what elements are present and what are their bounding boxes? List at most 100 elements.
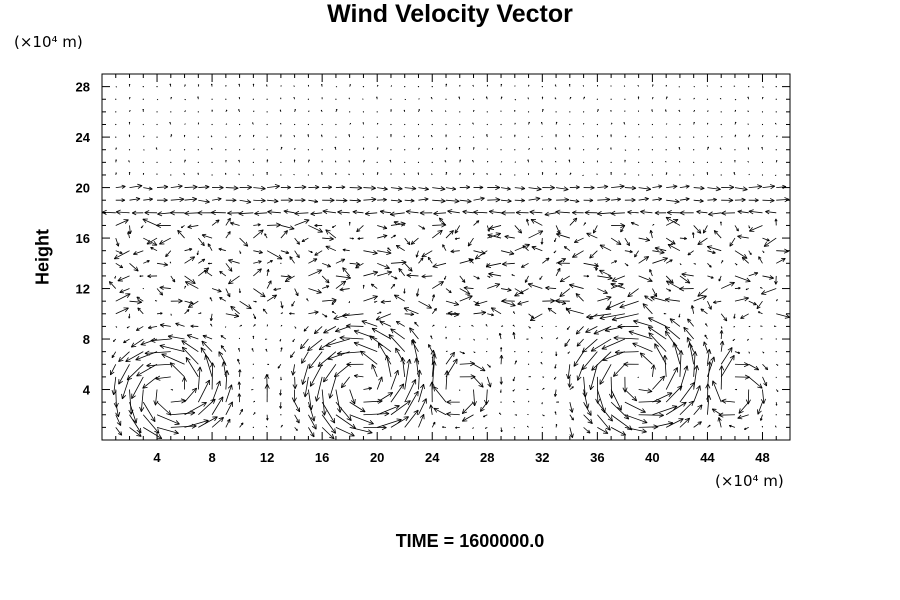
wind-vector	[686, 337, 695, 352]
wind-vector	[403, 288, 406, 294]
wind-vector	[665, 288, 672, 292]
wind-vector	[284, 275, 295, 283]
vector-dot	[239, 149, 241, 151]
vector-dot	[294, 123, 296, 126]
vector-dot	[335, 98, 337, 100]
wind-vector	[572, 250, 584, 258]
wind-vector	[693, 225, 702, 234]
wind-vector	[277, 364, 282, 369]
wind-vector	[415, 250, 419, 258]
wind-vector	[390, 383, 405, 403]
wind-vector	[427, 256, 433, 264]
wind-vector	[170, 313, 172, 316]
wind-vector	[431, 229, 443, 239]
wind-vector	[390, 369, 399, 390]
wind-vector	[747, 110, 750, 113]
wind-vector	[583, 222, 586, 226]
wind-vector	[115, 209, 130, 215]
wind-vector	[472, 159, 474, 163]
wind-vector	[265, 348, 268, 352]
x-tick-label: 40	[645, 450, 659, 465]
wind-vector	[555, 351, 558, 357]
wind-vector	[693, 109, 696, 113]
vector-dot	[431, 123, 433, 126]
vector-dot	[128, 149, 131, 151]
wind-vector	[512, 389, 516, 392]
wind-vector	[239, 300, 252, 310]
wind-vector	[582, 376, 588, 398]
wind-vector	[775, 425, 777, 428]
wind-vector	[115, 307, 129, 315]
wind-vector	[314, 376, 323, 402]
wind-vector	[528, 84, 530, 87]
wind-vector	[225, 123, 228, 125]
wind-vector	[687, 250, 694, 256]
wind-vector	[542, 298, 555, 304]
wind-vector	[734, 225, 739, 232]
wind-vector	[760, 325, 763, 327]
wind-vector	[721, 210, 735, 216]
wind-vector	[638, 275, 653, 283]
wind-vector	[348, 221, 351, 226]
wind-vector	[115, 219, 129, 226]
wind-vector	[720, 326, 723, 329]
wind-vector	[320, 109, 323, 113]
wind-vector	[429, 404, 434, 415]
wind-vector	[721, 281, 735, 289]
wind-vector	[201, 340, 213, 352]
wind-vector	[707, 110, 709, 113]
vector-dot	[651, 174, 654, 176]
wind-vector	[432, 281, 444, 289]
wind-vector	[321, 427, 335, 440]
wind-vector	[389, 159, 392, 163]
wind-vector	[610, 401, 630, 420]
wind-vector	[687, 318, 694, 327]
vector-dot	[761, 174, 764, 176]
wind-vector	[747, 147, 750, 150]
y-tick-label: 4	[83, 383, 91, 398]
wind-vector	[335, 414, 356, 429]
wind-vector	[624, 389, 638, 402]
wind-vector	[175, 322, 185, 327]
vector-dot	[775, 111, 777, 113]
wind-vector	[210, 323, 213, 327]
wind-vector	[488, 209, 502, 215]
wind-vector	[513, 427, 516, 429]
wind-vector	[652, 257, 668, 264]
wind-vector	[198, 237, 205, 247]
wind-vector	[230, 221, 240, 226]
wind-vector	[624, 426, 647, 434]
wind-vector	[663, 312, 667, 315]
wind-vector	[681, 272, 694, 278]
wind-vector	[405, 209, 419, 215]
wind-vector	[693, 365, 700, 390]
wind-vector	[126, 326, 130, 329]
x-tick-label: 32	[535, 450, 549, 465]
wind-vector	[128, 83, 131, 87]
wind-vector	[514, 288, 524, 295]
wind-vector	[414, 321, 419, 327]
wind-vector	[252, 122, 254, 125]
wind-vector	[565, 307, 584, 315]
wind-vector	[747, 96, 750, 100]
vector-dot	[211, 98, 213, 100]
wind-vector	[128, 160, 130, 163]
wind-vector	[348, 301, 351, 304]
wind-vector	[599, 244, 612, 252]
wind-vector	[291, 300, 295, 307]
wind-vector	[517, 300, 529, 306]
wind-vector	[597, 197, 611, 203]
vector-dot	[156, 161, 158, 163]
wind-vector	[266, 250, 283, 260]
wind-vector	[623, 361, 639, 367]
wind-vector	[559, 288, 571, 297]
wind-vector	[431, 110, 433, 113]
wind-vector	[599, 269, 612, 277]
wind-vector	[638, 388, 653, 394]
wind-vector	[184, 159, 186, 163]
wind-vector	[581, 351, 598, 371]
wind-vector	[186, 334, 199, 340]
wind-vector	[624, 197, 636, 203]
vector-dot	[170, 174, 172, 176]
wind-vector	[719, 221, 722, 226]
